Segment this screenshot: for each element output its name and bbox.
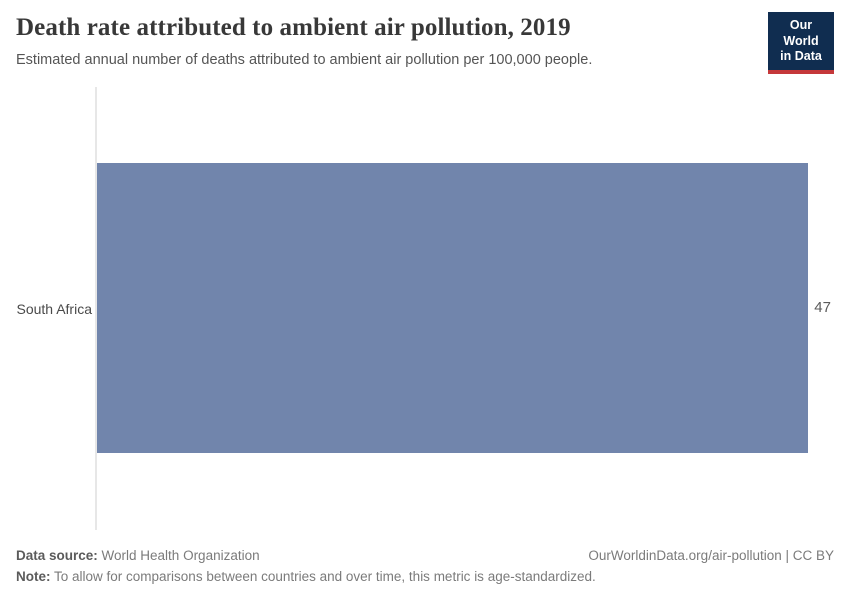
chart-subtitle: Estimated annual number of deaths attrib…: [16, 52, 593, 68]
attribution-link[interactable]: OurWorldinData.org/air-pollution | CC BY: [588, 548, 834, 563]
note-value: To allow for comparisons between countri…: [50, 569, 596, 584]
plot-area: 47: [95, 87, 834, 530]
owid-logo-line1: Our World: [783, 18, 819, 48]
data-source-text: Data source: World Health Organization: [16, 548, 260, 563]
footer-note: Note: To allow for comparisons between c…: [16, 569, 834, 584]
footer-source-line: Data source: World Health Organization O…: [16, 548, 834, 563]
owid-logo-line2: in Data: [780, 49, 822, 64]
data-source-value: World Health Organization: [97, 548, 260, 563]
bar-south-africa[interactable]: [97, 163, 809, 453]
note-label: Note:: [16, 569, 51, 584]
data-source-label: Data source:: [16, 548, 98, 563]
owid-logo[interactable]: Our World in Data: [768, 12, 834, 74]
chart-title: Death rate attributed to ambient air pol…: [16, 14, 571, 41]
entity-label-south-africa: South Africa: [16, 301, 93, 317]
bar-value-label: 47: [814, 299, 831, 316]
